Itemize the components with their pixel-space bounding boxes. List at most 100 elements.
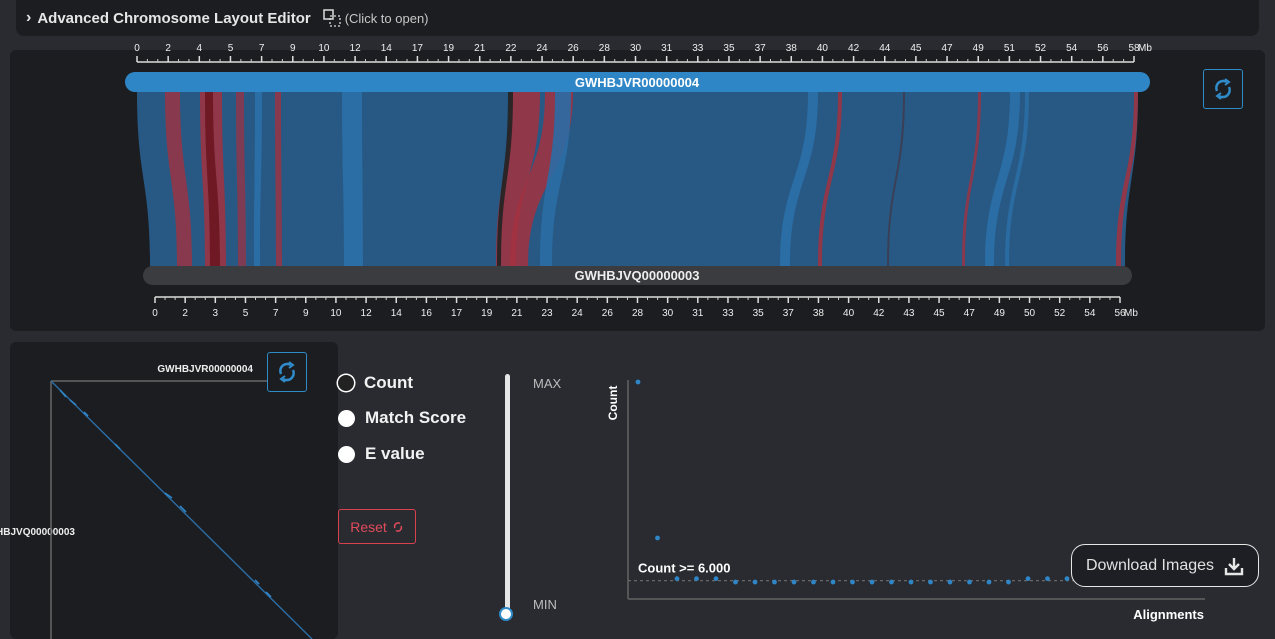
ruler-tick-label: 31 xyxy=(692,308,704,319)
ruler-tick-label: 28 xyxy=(632,308,644,319)
scatter-point xyxy=(1045,576,1050,582)
synteny-ribbon[interactable] xyxy=(236,92,246,266)
scatter-point xyxy=(908,579,914,585)
reset-label: Reset xyxy=(350,518,387,535)
ruler-tick-label: 19 xyxy=(481,308,493,319)
synteny-ribbon[interactable] xyxy=(205,92,220,266)
ruler-tick-label: 7 xyxy=(259,43,265,54)
ruler-tick-label: 56 xyxy=(1097,43,1109,54)
threshold-slider-handle[interactable] xyxy=(499,607,513,621)
layout-editor-header[interactable]: › Advanced Chromosome Layout Editor (Cli… xyxy=(16,0,1259,36)
ruler-unit-label: Mb xyxy=(1124,308,1138,319)
ruler-tick-label: 12 xyxy=(361,308,373,319)
ruler-tick-label: 5 xyxy=(243,308,249,319)
radio-unselected-icon[interactable] xyxy=(338,445,355,463)
synteny-ribbon[interactable] xyxy=(254,92,262,266)
threshold-label: Count >= 6.000 xyxy=(638,561,730,576)
ruler-tick-label: 40 xyxy=(843,308,855,319)
ruler-tick-label: 40 xyxy=(817,43,829,54)
synteny-ribbon[interactable] xyxy=(540,92,571,266)
ruler-tick-label: 49 xyxy=(973,43,985,54)
threshold-slider-track[interactable] xyxy=(505,374,510,616)
slider-max-label: MAX xyxy=(533,376,562,391)
synteny-ribbon[interactable] xyxy=(887,92,905,266)
ruler-tick-label: 12 xyxy=(350,43,362,54)
ruler-tick-label: 4 xyxy=(197,43,203,54)
scatter-point xyxy=(655,535,660,541)
scatter-point xyxy=(694,576,699,582)
ruler-tick-label: 44 xyxy=(879,43,891,54)
ruler-tick-label: 45 xyxy=(934,308,946,319)
synteny-ribbons[interactable] xyxy=(137,92,1138,266)
ruler-tick-label: 58 xyxy=(1128,43,1140,54)
ruler-tick-label: 49 xyxy=(994,308,1006,319)
ruler-tick-label: 24 xyxy=(536,43,548,54)
synteny-ribbon[interactable] xyxy=(342,92,363,266)
ruler-tick-label: 50 xyxy=(1024,308,1036,319)
ruler-tick-label: 9 xyxy=(290,43,296,54)
top-chromosome-label: GWHBJVR00000004 xyxy=(575,75,700,90)
synteny-ribbon[interactable] xyxy=(1116,92,1138,266)
ruler-tick-label: 0 xyxy=(152,308,158,319)
synteny-ribbon[interactable] xyxy=(275,92,282,266)
synteny-ribbon[interactable] xyxy=(165,92,192,266)
scatter-point xyxy=(713,576,719,582)
ruler-tick-label: 54 xyxy=(1084,308,1096,319)
radio-count[interactable]: Count xyxy=(338,373,413,393)
ruler-tick-label: 52 xyxy=(1035,43,1047,54)
synteny-ribbon[interactable] xyxy=(780,92,818,266)
radio-unselected-icon[interactable] xyxy=(338,409,355,427)
synteny-ribbon[interactable] xyxy=(962,92,981,266)
scatter-point xyxy=(1025,576,1031,582)
radio-match-score-label: Match Score xyxy=(365,408,467,427)
synteny-ribbon[interactable] xyxy=(497,92,513,266)
synteny-ribbon[interactable] xyxy=(496,92,540,266)
ruler-tick-label: 10 xyxy=(330,308,342,319)
bottom-chromosome-bar[interactable] xyxy=(143,266,1132,285)
ruler-tick-label: 23 xyxy=(541,308,553,319)
ruler-tick-label: 33 xyxy=(722,308,734,319)
radio-selected-icon[interactable] xyxy=(338,375,354,391)
synteny-ribbon[interactable] xyxy=(1005,92,1029,266)
scatter-point xyxy=(967,579,972,585)
open-editor-icon[interactable] xyxy=(322,9,341,27)
ruler-tick-label: 37 xyxy=(755,43,767,54)
ruler-tick-label: 42 xyxy=(873,308,885,319)
scatter-point xyxy=(811,579,816,585)
synteny-refresh-button[interactable] xyxy=(1203,69,1243,109)
ruler-tick-label: 54 xyxy=(1066,43,1078,54)
synteny-ribbon[interactable] xyxy=(137,92,1138,266)
synteny-view: 0 2 4 5 7 9 10 12 14 17 19 21 22 24 26 28 30 31 33 35 37 38 40… xyxy=(125,43,1152,319)
scatter-point xyxy=(791,579,797,585)
reset-button[interactable]: Reset xyxy=(338,509,416,544)
ruler-tick-label: 7 xyxy=(273,308,279,319)
dotplot[interactable]: GWHBJVR00000004 GWHBJVQ00000003 xyxy=(0,342,340,639)
radio-count-label: Count xyxy=(364,373,414,392)
ruler-tick-label: 51 xyxy=(1004,43,1016,54)
open-hint: (Click to open) xyxy=(344,10,429,26)
slider-min-label: MIN xyxy=(533,597,557,612)
refresh-icon xyxy=(1215,78,1231,100)
ruler-tick-label: 52 xyxy=(1054,308,1066,319)
scatter-point xyxy=(674,576,680,582)
radio-e-value[interactable]: E value xyxy=(338,444,425,464)
top-chromosome-bar[interactable] xyxy=(125,72,1150,92)
dotplot-segments xyxy=(59,389,272,598)
ruler-tick-label: 56 xyxy=(1114,308,1126,319)
ruler-tick-label: 14 xyxy=(391,308,403,319)
ruler-tick-label: 9 xyxy=(303,308,309,319)
synteny-ribbon[interactable] xyxy=(818,92,842,266)
dotplot-x-label: GWHBJVR00000004 xyxy=(157,364,253,375)
scatter-point xyxy=(889,579,894,585)
ruler-tick-label: 28 xyxy=(599,43,611,54)
reset-icon xyxy=(393,521,402,532)
ruler-tick-label: 38 xyxy=(813,308,825,319)
ruler-tick-label: 42 xyxy=(848,43,860,54)
synteny-ribbon[interactable] xyxy=(985,92,1020,266)
ruler-tick-label: 21 xyxy=(511,308,523,319)
radio-match-score[interactable]: Match Score xyxy=(338,408,466,428)
download-images-button[interactable]: Download Images xyxy=(1071,544,1259,587)
bottom-chromosome-label: GWHBJVQ00000003 xyxy=(574,268,699,283)
chevron-right-icon[interactable]: › xyxy=(26,9,32,26)
dotplot-refresh-button[interactable] xyxy=(267,352,307,392)
